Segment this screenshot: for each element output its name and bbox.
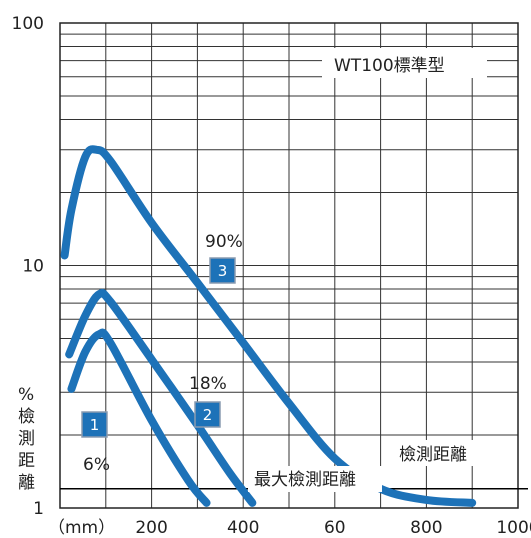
series-1-label: 6%: [83, 455, 110, 475]
annotation-max-bg: [248, 466, 382, 492]
y-tick-label: 1: [33, 499, 44, 519]
series-3-label: 90%: [205, 232, 243, 252]
svg-text:2: 2: [203, 406, 213, 424]
x-tick-labels: 200 400 60 800 1000: [135, 518, 531, 538]
x-tick-label: 1000: [496, 518, 531, 538]
x-tick-label: 60: [324, 518, 346, 538]
grid: [59, 22, 519, 509]
svg-text:3: 3: [218, 262, 228, 280]
x-tick-label: 400: [227, 518, 259, 538]
y-tick-label: 100: [12, 14, 44, 34]
series-2-label: 18%: [189, 374, 227, 394]
title-box: [322, 48, 487, 78]
series-3-badge: 3: [209, 257, 236, 284]
y-tick-label: 10: [22, 257, 44, 277]
x-tick-label: 200: [135, 518, 167, 538]
annotation-detect-distance: 檢測距離: [399, 445, 467, 465]
svg-text:1: 1: [90, 416, 100, 434]
x-unit-label: （mm）: [48, 518, 115, 538]
series-2-badge: 2: [194, 401, 221, 428]
x-tick-label: 800: [410, 518, 442, 538]
chart-title: WT100標準型: [334, 56, 445, 76]
y-tick-labels: 1 10 100: [12, 14, 44, 519]
series-line-2: [65, 288, 257, 507]
plot-frame: [59, 22, 519, 509]
series-line-3: [67, 328, 211, 507]
y-axis-label: %檢測距離: [18, 385, 35, 493]
series-1-badge: 1: [81, 411, 108, 438]
annotation-max-distance: 最大檢測距離: [254, 470, 356, 490]
annotation-detect-bg: [394, 440, 492, 466]
